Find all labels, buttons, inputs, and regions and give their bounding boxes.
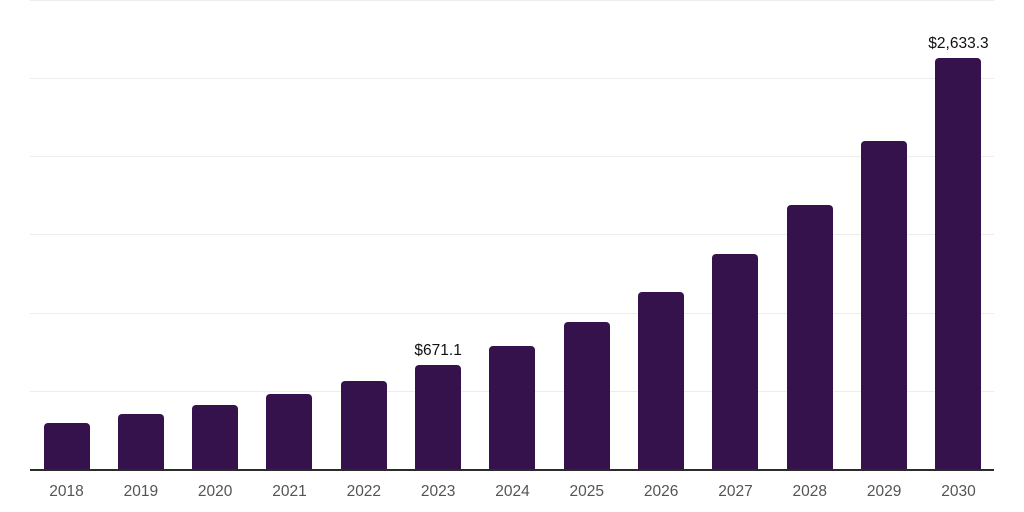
bar-2020 bbox=[192, 405, 239, 470]
gridline-2500 bbox=[30, 77, 994, 79]
bar-2023 bbox=[415, 365, 462, 470]
x-tick-2018: 2018 bbox=[49, 483, 84, 500]
gridline-3000 bbox=[30, 0, 994, 1]
gridline-1500 bbox=[30, 234, 994, 236]
bar-2028 bbox=[786, 204, 833, 470]
bar-2025 bbox=[563, 322, 610, 470]
x-tick-2028: 2028 bbox=[792, 483, 828, 500]
x-tick-2023: 2023 bbox=[420, 483, 456, 500]
gridline-2000 bbox=[30, 156, 994, 158]
x-tick-2030: 2030 bbox=[941, 483, 976, 500]
x-tick-2021: 2021 bbox=[272, 483, 307, 500]
data-label-2023: $671.1 bbox=[414, 341, 462, 359]
x-tick-2029: 2029 bbox=[866, 483, 902, 500]
bar-2024 bbox=[489, 345, 536, 470]
bar-2021 bbox=[266, 393, 313, 470]
x-axis-line bbox=[30, 469, 994, 471]
bar-2019 bbox=[117, 414, 164, 470]
x-tick-2025: 2025 bbox=[569, 483, 605, 500]
bar-2026 bbox=[638, 291, 685, 470]
bar-2030 bbox=[935, 58, 982, 470]
bar-2027 bbox=[712, 253, 759, 470]
bar-2018 bbox=[43, 423, 90, 470]
x-tick-2026: 2026 bbox=[643, 483, 679, 500]
x-tick-2027: 2027 bbox=[718, 483, 753, 500]
x-tick-2020: 2020 bbox=[197, 483, 233, 500]
gridline-1000 bbox=[30, 312, 994, 314]
bar-2029 bbox=[861, 140, 908, 470]
bar-2022 bbox=[340, 380, 387, 470]
x-tick-2022: 2022 bbox=[346, 483, 382, 500]
plot-area: $671.1 $2,633.3 bbox=[30, 0, 994, 470]
data-label-2030: $2,633.3 bbox=[928, 34, 989, 52]
x-tick-2024: 2024 bbox=[495, 483, 530, 500]
x-tick-2019: 2019 bbox=[123, 483, 159, 500]
